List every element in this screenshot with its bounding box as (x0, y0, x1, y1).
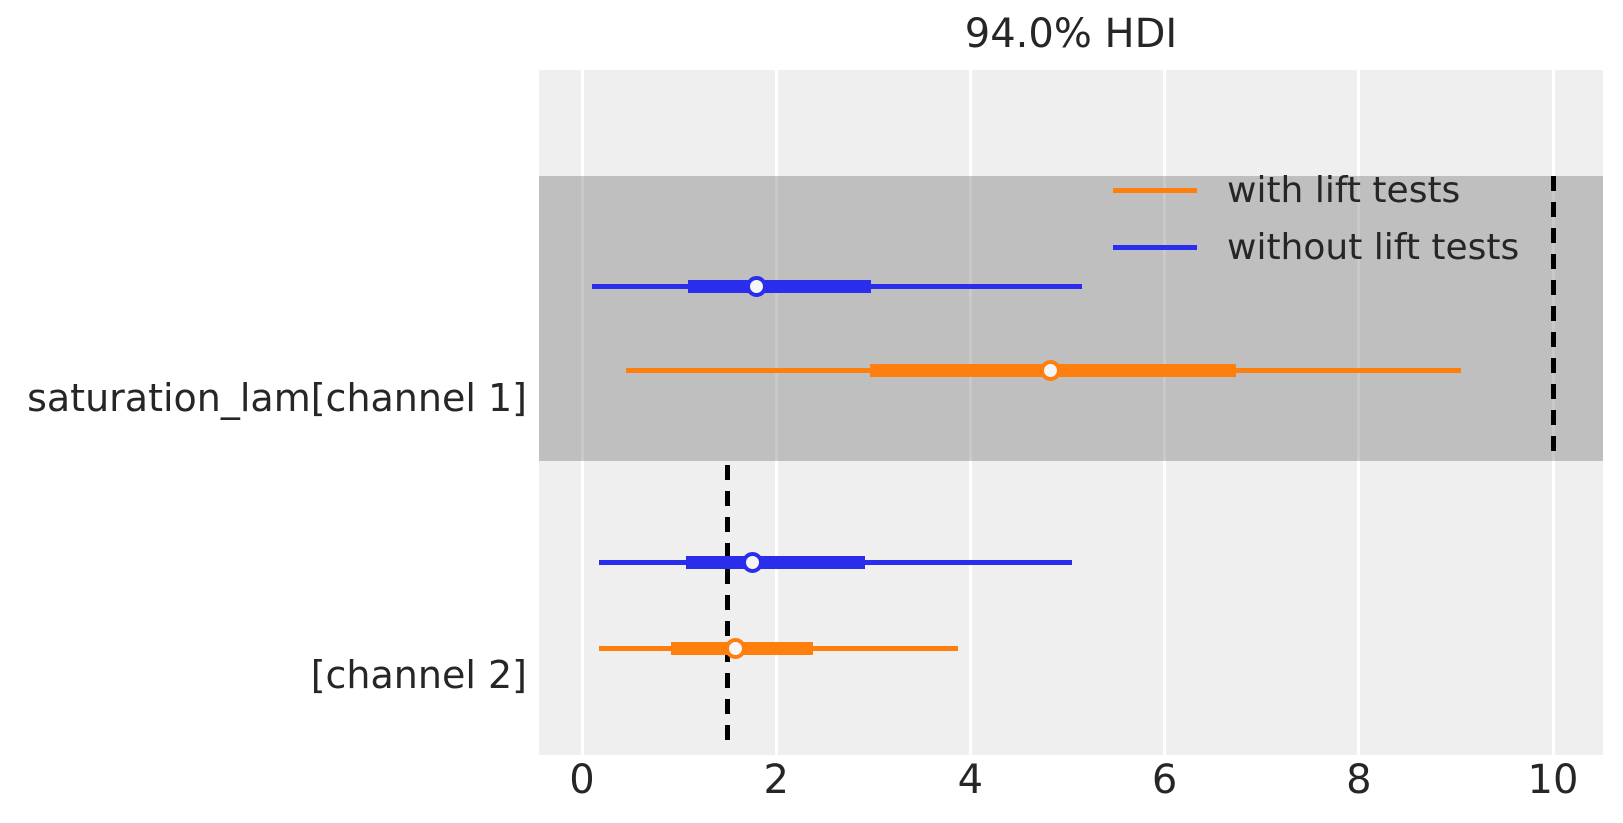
legend-item: without lift tests (1113, 219, 1519, 276)
x-tick-label: 8 (1346, 757, 1372, 803)
grid-line (1163, 70, 1167, 755)
legend-item: with lift tests (1113, 162, 1519, 219)
row-band (539, 176, 1603, 461)
grid-line (968, 70, 972, 755)
reference-line (725, 465, 731, 750)
x-tick-label: 10 (1527, 757, 1579, 803)
reference-line (1550, 176, 1556, 461)
legend: with lift tests without lift tests (1113, 162, 1519, 276)
legend-swatch-line (1113, 188, 1197, 193)
legend-swatch-line (1113, 245, 1197, 250)
row-label: [channel 2] (310, 653, 527, 697)
legend-label: with lift tests (1227, 169, 1461, 211)
chart-title: 94.0% HDI (964, 11, 1178, 57)
plot-area: with lift tests without lift tests (539, 70, 1603, 755)
grid-line (580, 70, 584, 755)
grid-line (1357, 70, 1361, 755)
grid-line (774, 70, 778, 755)
median-dot (724, 637, 746, 659)
legend-label: without lift tests (1227, 226, 1520, 268)
hdi-line-thick (687, 279, 872, 293)
median-dot (742, 551, 764, 573)
median-dot (1040, 359, 1062, 381)
x-tick-label: 0 (569, 757, 595, 803)
x-tick-label: 4 (957, 757, 984, 803)
hdi-line-thick (685, 555, 865, 569)
x-tick-label: 6 (1151, 757, 1178, 803)
row-label: saturation_lam[channel 1] (27, 376, 527, 420)
x-tick-label: 2 (763, 757, 789, 803)
median-dot (746, 275, 768, 297)
